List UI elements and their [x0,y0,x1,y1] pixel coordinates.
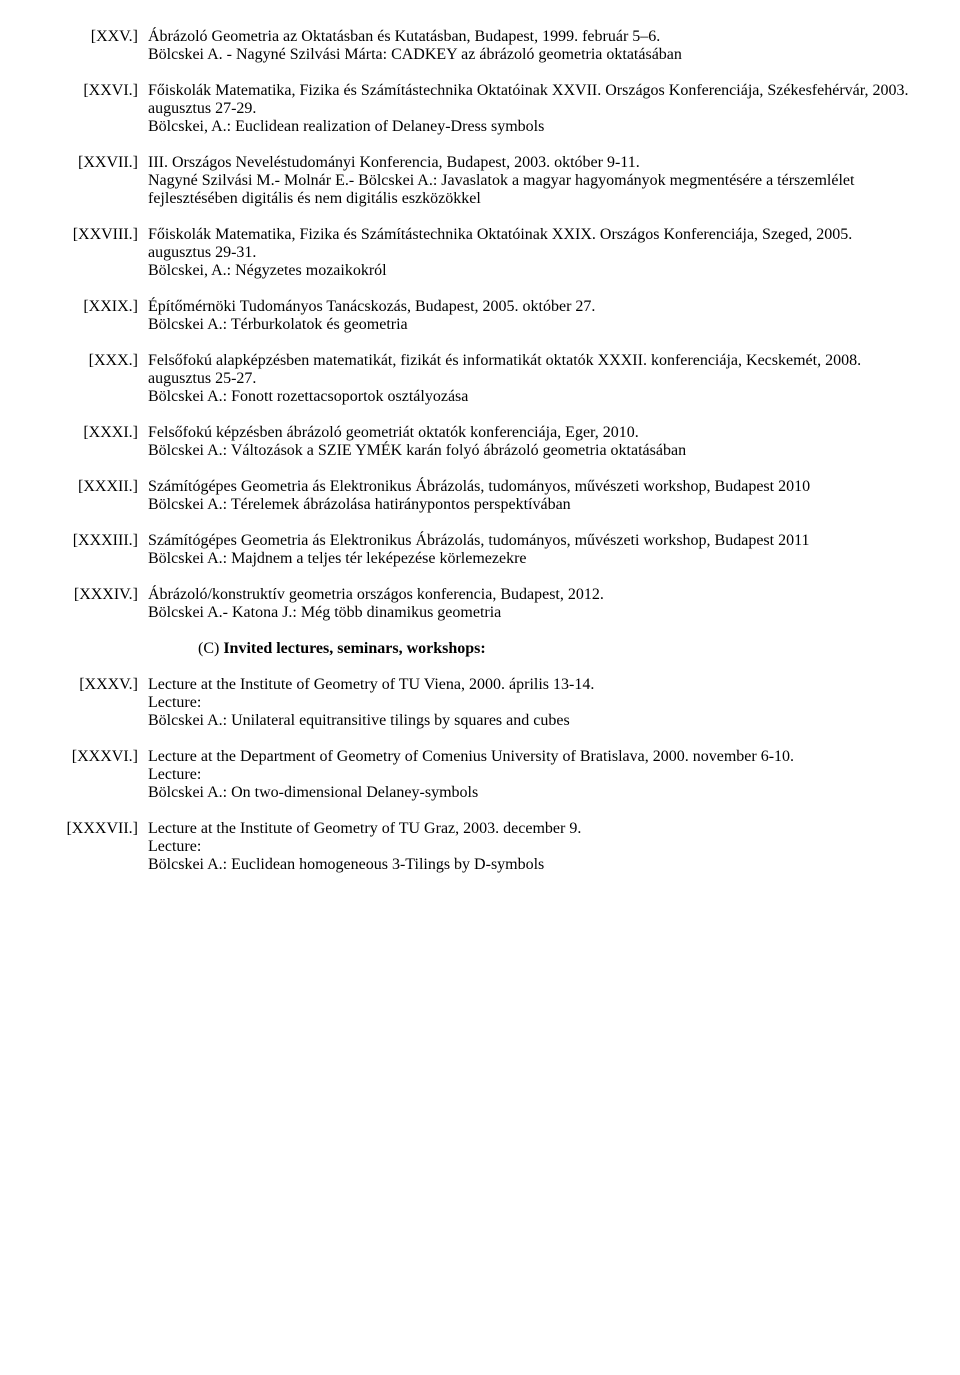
reference-entry: [XXVII.]III. Országos Neveléstudományi K… [48,154,912,208]
reference-line: Bölcskei A.: Unilateral equitransitive t… [148,712,912,730]
reference-body: Lecture at the Institute of Geometry of … [148,676,912,730]
reference-line: Bölcskei A.: Változások a SZIE YMÉK kará… [148,442,912,460]
heading-title: Invited lectures, seminars, workshops: [223,640,485,657]
reference-label: [XXX.] [48,352,148,370]
reference-line: Bölcskei A.: Térburkolatok és geometria [148,316,912,334]
reference-line: Lecture at the Institute of Geometry of … [148,676,912,694]
reference-line: Bölcskei A.- Katona J.: Még több dinamik… [148,604,912,622]
reference-body: Főiskolák Matematika, Fizika és Számítás… [148,226,912,280]
reference-label: [XXV.] [48,28,148,46]
heading-spacer [48,640,138,658]
reference-entry: [XXX.]Felsőfokú alapképzésben matematiká… [48,352,912,406]
reference-body: Felsőfokú képzésben ábrázoló geometriát … [148,424,912,460]
reference-line: Lecture at the Institute of Geometry of … [148,820,912,838]
reference-line: Bölcskei A. - Nagyné Szilvási Márta: CAD… [148,46,912,64]
document-page: [XXV.]Ábrázoló Geometria az Oktatásban é… [0,0,960,932]
reference-label: [XXXVII.] [48,820,148,838]
reference-line: Építőmérnöki Tudományos Tanácskozás, Bud… [148,298,912,316]
reference-label: [XXXIV.] [48,586,148,604]
reference-line: Nagyné Szilvási M.- Molnár E.- Bölcskei … [148,172,912,208]
reference-entry: [XXVIII.]Főiskolák Matematika, Fizika és… [48,226,912,280]
heading-text: (C) Invited lectures, seminars, workshop… [138,640,912,658]
reference-line: Bölcskei A.: On two-dimensional Delaney-… [148,784,912,802]
reference-line: Lecture: [148,694,912,712]
reference-line: Főiskolák Matematika, Fizika és Számítás… [148,226,912,262]
reference-body: Lecture at the Department of Geometry of… [148,748,912,802]
reference-line: Felsőfokú alapképzésben matematikát, fiz… [148,352,912,388]
reference-label: [XXVIII.] [48,226,148,244]
reference-body: Ábrázoló/konstruktív geometria országos … [148,586,912,622]
reference-body: Építőmérnöki Tudományos Tanácskozás, Bud… [148,298,912,334]
reference-body: Lecture at the Institute of Geometry of … [148,820,912,874]
reference-label: [XXXV.] [48,676,148,694]
reference-line: Bölcskei, A.: Euclidean realization of D… [148,118,912,136]
reference-line: Bölcskei A.: Térelemek ábrázolása hatirá… [148,496,912,514]
reference-body: Ábrázoló Geometria az Oktatásban és Kuta… [148,28,912,64]
reference-list-2: [XXXV.]Lecture at the Institute of Geome… [48,676,912,874]
reference-entry: [XXXIV.]Ábrázoló/konstruktív geometria o… [48,586,912,622]
reference-line: Felsőfokú képzésben ábrázoló geometriát … [148,424,912,442]
reference-line: Főiskolák Matematika, Fizika és Számítás… [148,82,912,118]
reference-label: [XXVII.] [48,154,148,172]
reference-label: [XXXI.] [48,424,148,442]
reference-line: Lecture at the Department of Geometry of… [148,748,912,766]
reference-line: Számítógépes Geometria ás Elektronikus Á… [148,532,912,550]
reference-entry: [XXV.]Ábrázoló Geometria az Oktatásban é… [48,28,912,64]
reference-label: [XXVI.] [48,82,148,100]
reference-entry: [XXVI.]Főiskolák Matematika, Fizika és S… [48,82,912,136]
reference-line: Bölcskei A.: Fonott rozettacsoportok osz… [148,388,912,406]
reference-body: Felsőfokú alapképzésben matematikát, fiz… [148,352,912,406]
reference-entry: [XXXV.]Lecture at the Institute of Geome… [48,676,912,730]
reference-entry: [XXXII.]Számítógépes Geometria ás Elektr… [48,478,912,514]
reference-line: Ábrázoló/konstruktív geometria országos … [148,586,912,604]
reference-entry: [XXXVII.]Lecture at the Institute of Geo… [48,820,912,874]
reference-label: [XXIX.] [48,298,148,316]
reference-entry: [XXXVI.]Lecture at the Department of Geo… [48,748,912,802]
reference-line: Bölcskei, A.: Négyzetes mozaikokról [148,262,912,280]
reference-line: Ábrázoló Geometria az Oktatásban és Kuta… [148,28,912,46]
reference-line: Bölcskei A.: Euclidean homogeneous 3-Til… [148,856,912,874]
reference-label: [XXXII.] [48,478,148,496]
reference-line: Bölcskei A.: Majdnem a teljes tér leképe… [148,550,912,568]
reference-entry: [XXXIII.]Számítógépes Geometria ás Elekt… [48,532,912,568]
reference-line: Számítógépes Geometria ás Elektronikus Á… [148,478,912,496]
reference-entry: [XXIX.]Építőmérnöki Tudományos Tanácskoz… [48,298,912,334]
reference-body: Főiskolák Matematika, Fizika és Számítás… [148,82,912,136]
reference-label: [XXXIII.] [48,532,148,550]
reference-body: Számítógépes Geometria ás Elektronikus Á… [148,478,912,514]
reference-body: Számítógépes Geometria ás Elektronikus Á… [148,532,912,568]
reference-line: Lecture: [148,838,912,856]
section-heading: (C) Invited lectures, seminars, workshop… [48,640,912,658]
reference-label: [XXXVI.] [48,748,148,766]
heading-paren: (C) [198,640,219,657]
reference-list: [XXV.]Ábrázoló Geometria az Oktatásban é… [48,28,912,622]
reference-body: III. Országos Neveléstudományi Konferenc… [148,154,912,208]
reference-line: Lecture: [148,766,912,784]
reference-entry: [XXXI.]Felsőfokú képzésben ábrázoló geom… [48,424,912,460]
reference-line: III. Országos Neveléstudományi Konferenc… [148,154,912,172]
